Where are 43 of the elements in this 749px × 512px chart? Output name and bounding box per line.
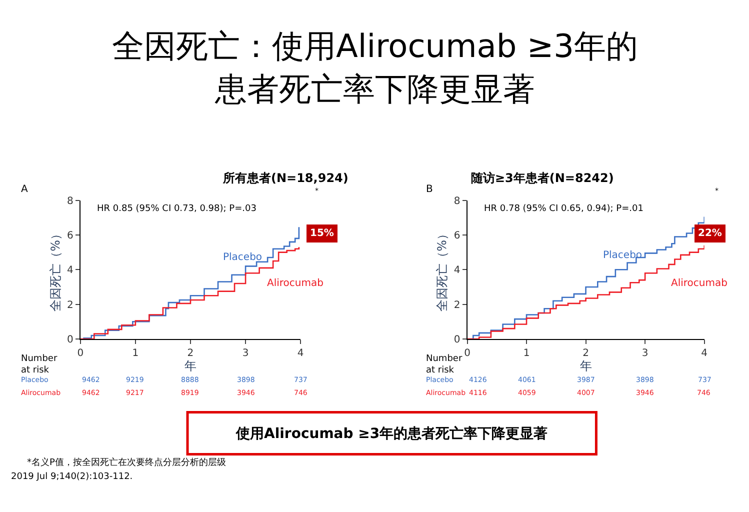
text: 2019 Jul 9;140(2):103-112. [11, 472, 133, 482]
x-tick-label: 0 [77, 348, 84, 359]
text: A [21, 184, 28, 195]
text: 15% [310, 228, 334, 239]
y-tick-label: 4 [454, 265, 460, 276]
x-axis-title: 年 [184, 358, 196, 373]
chart-title: 所有患者(N=18,924) [222, 171, 348, 185]
text: Number at risk [21, 354, 58, 376]
y-tick-label: 0 [67, 334, 74, 346]
y-tick-label: 2 [67, 300, 74, 311]
y-tick-label: 0 [454, 334, 460, 346]
y-axis-title: 全因死亡（%） [48, 228, 62, 312]
text: B [426, 184, 433, 195]
x-tick-label: 4 [701, 348, 708, 359]
text: 全因死亡：使用Alirocumab ≥3年的 [112, 27, 638, 65]
x-tick-label: 2 [187, 348, 194, 359]
y-tick-label: 8 [67, 196, 74, 207]
y-tick-label: 8 [454, 196, 460, 207]
x-tick-label: 1 [132, 348, 139, 359]
text: *名义P值，按全因死亡在次要终点分层分析的层级 [27, 457, 226, 468]
x-tick-label: 4 [297, 348, 304, 359]
series-label: Alirocumab [267, 278, 324, 289]
x-tick-label: 2 [582, 348, 589, 359]
series-label: Placebo [603, 250, 642, 261]
annotation: HR 0.78 (95% CI 0.65, 0.94); P=.01 [484, 204, 644, 214]
text: 患者死亡率下降更显著 [214, 70, 535, 108]
x-tick-label: 3 [642, 348, 648, 359]
text: Number at risk [426, 354, 462, 376]
x-tick-label: 1 [523, 348, 530, 359]
annotation: 22% [698, 228, 722, 239]
x-tick-label: 0 [464, 348, 470, 359]
x-axis-title: 年 [580, 358, 592, 373]
x-tick-label: 3 [242, 348, 249, 359]
series-label: Alirocumab [671, 278, 728, 289]
text: 使用Alirocumab ≥3年的患者死亡率下降更显著 [235, 425, 548, 442]
series-label: Placebo [223, 252, 262, 263]
y-tick-label: 4 [67, 265, 74, 276]
y-axis-title: 全因死亡（%） [435, 228, 450, 312]
y-tick-label: 6 [67, 230, 74, 242]
annotation: HR 0.85 (95% CI 0.73, 0.98); P=.03 [97, 204, 256, 214]
y-tick-label: 6 [454, 230, 460, 242]
chart-title: 随访≥3年患者(N=8242) [471, 171, 614, 185]
y-tick-label: 2 [454, 300, 460, 311]
